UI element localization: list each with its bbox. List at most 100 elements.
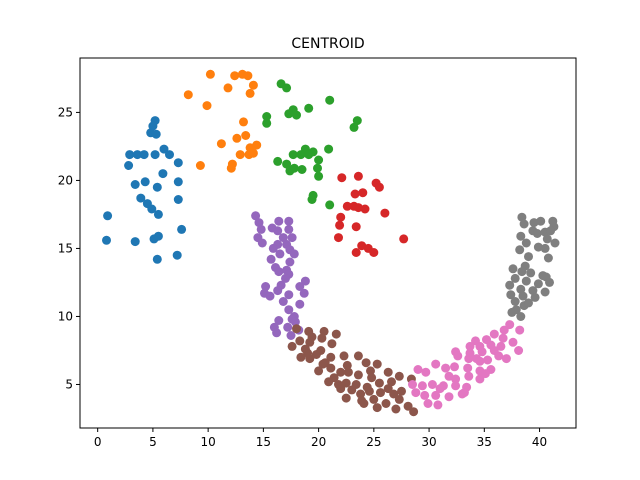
scatter-point bbox=[369, 248, 379, 257]
scatter-point bbox=[297, 165, 307, 174]
x-tick-label: 15 bbox=[256, 435, 271, 449]
scatter-point bbox=[295, 336, 305, 346]
scatter-point bbox=[391, 404, 401, 414]
scatter-point bbox=[278, 297, 288, 306]
scatter-point bbox=[349, 122, 359, 132]
scatter-point bbox=[136, 193, 146, 203]
scatter-point bbox=[202, 101, 212, 111]
scatter-point bbox=[372, 359, 382, 369]
scatter-point bbox=[441, 363, 451, 373]
scatter-point bbox=[326, 363, 336, 373]
scatter-point bbox=[494, 351, 504, 361]
scatter-point bbox=[151, 129, 161, 139]
scatter-point bbox=[274, 267, 284, 277]
scatter-point bbox=[480, 369, 490, 379]
scatter-point bbox=[317, 333, 327, 343]
scatter-point bbox=[183, 90, 193, 100]
scatter-point bbox=[296, 150, 306, 160]
x-tick-label: 25 bbox=[366, 435, 381, 449]
scatter-point bbox=[421, 367, 431, 377]
scatter-point bbox=[336, 367, 346, 377]
scatter-point bbox=[103, 211, 113, 221]
x-tick-label: 20 bbox=[311, 435, 326, 449]
scatter-point bbox=[550, 238, 560, 248]
x-axis: 0 5 10 15 20 25 30 35 40 bbox=[94, 428, 547, 449]
scatter-point bbox=[413, 365, 423, 374]
scatter-point bbox=[545, 277, 554, 287]
scatter-point bbox=[383, 384, 393, 394]
scatter-point bbox=[241, 131, 251, 140]
scatter-point bbox=[173, 195, 183, 204]
scatter-point bbox=[353, 370, 363, 380]
scatter-point bbox=[530, 292, 540, 302]
scatter-point bbox=[518, 291, 528, 301]
scatter-point bbox=[307, 195, 317, 204]
scatter-point bbox=[275, 249, 285, 259]
scatter-point bbox=[153, 209, 163, 219]
scatter-point bbox=[285, 166, 295, 176]
scatter-point bbox=[408, 380, 417, 389]
scatter-point bbox=[153, 231, 163, 241]
scatter-point bbox=[475, 356, 485, 366]
scatter-point bbox=[251, 211, 261, 221]
scatter-point bbox=[508, 264, 518, 274]
scatter-point bbox=[256, 224, 266, 234]
scatter-point bbox=[515, 245, 525, 255]
scatter-point bbox=[532, 229, 542, 238]
scatter-point bbox=[235, 150, 245, 160]
scatter-point bbox=[516, 284, 526, 294]
scatter-point bbox=[139, 150, 149, 160]
scatter-point bbox=[342, 201, 352, 211]
scatter-point bbox=[124, 161, 134, 170]
scatter-point bbox=[524, 298, 533, 308]
scatter-point bbox=[374, 378, 384, 388]
scatter-point bbox=[223, 83, 233, 93]
scatter-point bbox=[334, 233, 343, 243]
scatter-point bbox=[463, 363, 473, 373]
scatter-point bbox=[132, 150, 142, 160]
y-tick-label: 15 bbox=[58, 241, 73, 255]
scatter-point bbox=[288, 150, 298, 160]
scatter-point bbox=[464, 354, 474, 364]
scatter-point bbox=[450, 362, 459, 372]
scatter-point bbox=[409, 407, 419, 417]
scatter-point bbox=[336, 212, 346, 222]
scatter-point bbox=[281, 273, 290, 283]
scatter-point bbox=[394, 394, 404, 404]
scatter-point bbox=[287, 233, 297, 243]
scatter-point bbox=[324, 377, 334, 387]
scatter-point bbox=[351, 222, 361, 232]
scatter-point bbox=[506, 290, 516, 300]
scatter-point bbox=[399, 234, 409, 244]
scatter-point bbox=[305, 337, 315, 347]
scatter-point bbox=[261, 282, 271, 291]
scatter-point bbox=[540, 243, 550, 253]
scatter-point bbox=[451, 381, 461, 391]
scatter-point bbox=[304, 103, 314, 113]
scatter-point bbox=[232, 133, 242, 143]
scatter-point bbox=[427, 380, 437, 389]
scatter-point bbox=[380, 208, 390, 218]
scatter-point bbox=[152, 182, 162, 192]
scatter-point bbox=[383, 367, 393, 377]
scatter-point bbox=[372, 403, 382, 413]
scatter-point bbox=[272, 328, 282, 338]
scatter-point bbox=[284, 109, 294, 119]
scatter-point bbox=[289, 249, 299, 259]
scatter-point bbox=[444, 392, 454, 402]
scatter-point bbox=[342, 360, 352, 370]
scatter-point bbox=[353, 203, 363, 213]
scatter-point bbox=[325, 200, 335, 210]
scatter-point bbox=[299, 288, 309, 298]
scatter-point bbox=[394, 371, 404, 381]
scatter-point bbox=[266, 254, 276, 264]
scatter-point bbox=[245, 88, 255, 98]
x-tick-label: 40 bbox=[532, 435, 547, 449]
scatter-point bbox=[292, 110, 301, 120]
scatter-point bbox=[542, 234, 552, 244]
scatter-point bbox=[356, 389, 366, 399]
scatter-point bbox=[543, 253, 553, 263]
scatter-point bbox=[397, 386, 406, 396]
scatter-point bbox=[508, 337, 518, 347]
scatter-point bbox=[517, 212, 527, 222]
